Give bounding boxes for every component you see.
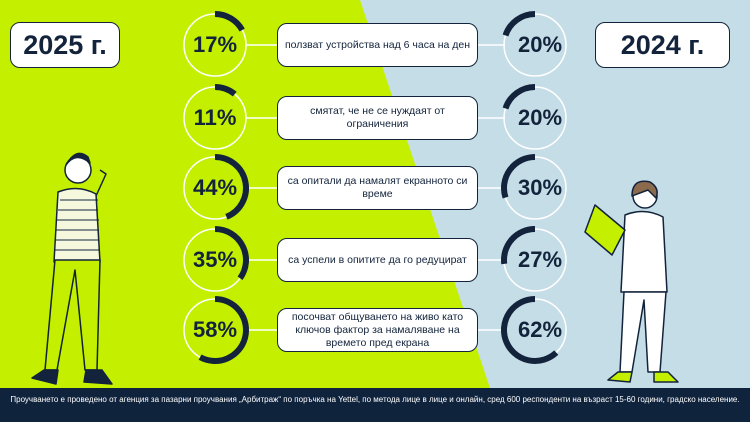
year-label-2025: 2025 г. bbox=[10, 22, 120, 68]
percent-2025: 44% bbox=[192, 175, 238, 200]
statement-box: са успели в опитите да го редуцират bbox=[277, 238, 478, 282]
percent-2024: 27% bbox=[517, 247, 563, 272]
ring-2025-arc bbox=[214, 226, 249, 280]
ring-2025-arc bbox=[214, 154, 249, 220]
footer-note: Проучването е проведено от агенция за па… bbox=[0, 388, 750, 422]
percent-2024: 62% bbox=[517, 317, 563, 342]
percent-2024: 20% bbox=[517, 32, 563, 57]
ring-2025-arc bbox=[198, 296, 249, 364]
statement-box: посочват общуването на живо като ключов … bbox=[277, 308, 478, 352]
ring-2024-arc bbox=[502, 11, 536, 37]
percent-2024: 20% bbox=[517, 105, 563, 130]
ring-2025-arc bbox=[214, 84, 237, 97]
percent-2025: 11% bbox=[193, 105, 237, 130]
statement-box: са опитали да намалят екранното си време bbox=[277, 166, 478, 210]
ring-2024-arc bbox=[501, 154, 536, 199]
woman-with-laptop-illustration bbox=[584, 180, 679, 383]
ring-2024-arc bbox=[501, 226, 536, 265]
ring-2024-arc bbox=[502, 84, 536, 110]
percent-2025: 17% bbox=[192, 32, 238, 57]
statement-box: смятат, че не се нуждаят от ограничения bbox=[277, 96, 478, 140]
man-on-phone-illustration bbox=[31, 152, 113, 385]
ring-2025-arc bbox=[214, 11, 245, 32]
statement-box: ползват устройства над 6 часа на ден bbox=[277, 23, 478, 67]
percent-2024: 30% bbox=[517, 175, 563, 200]
ring-2024-arc bbox=[501, 296, 559, 364]
percent-2025: 35% bbox=[192, 247, 238, 272]
year-label-2024: 2024 г. bbox=[595, 22, 730, 68]
percent-2025: 58% bbox=[192, 317, 238, 342]
